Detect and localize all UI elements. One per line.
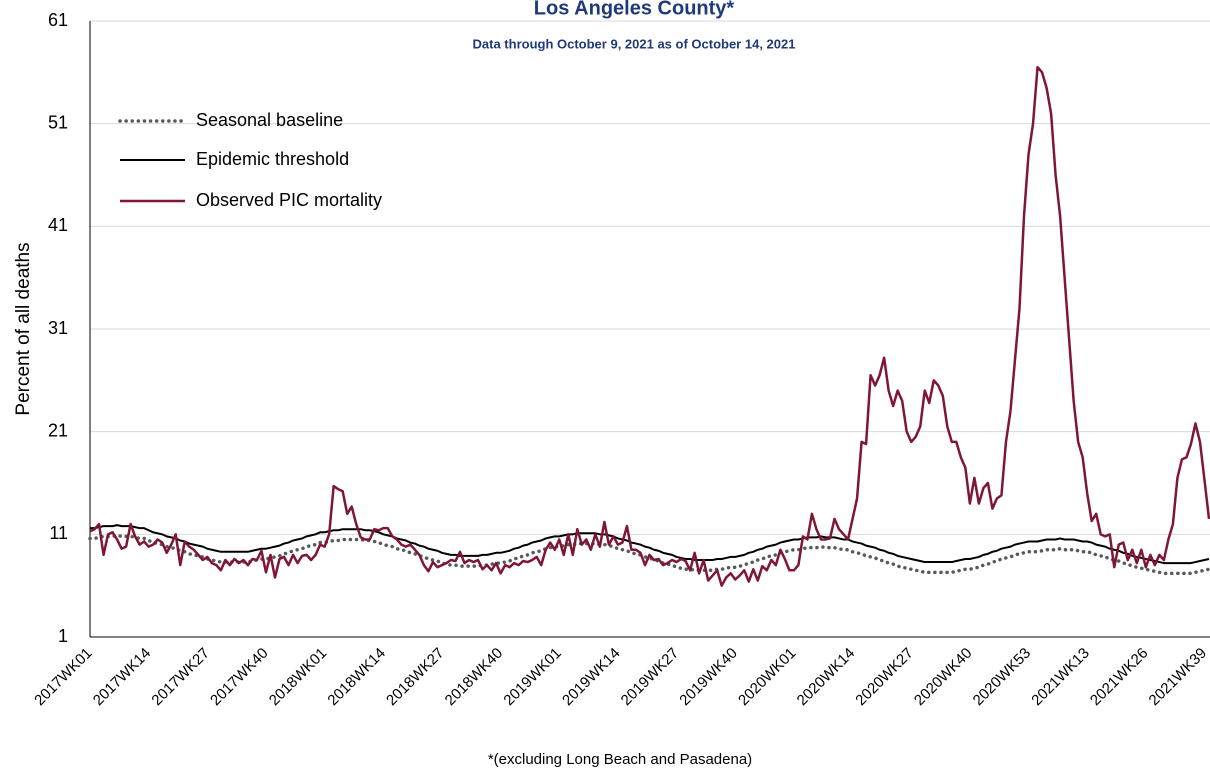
x-tick-label: 2017WK40 (207, 645, 272, 710)
x-tick-label: 2018WK14 (324, 645, 389, 710)
series-line (89, 65, 1210, 587)
y-tick-label: 21 (48, 420, 68, 440)
legend-label: Epidemic threshold (196, 149, 349, 169)
x-tick-label: 2021WK13 (1028, 645, 1093, 710)
legend-label: Seasonal baseline (196, 110, 343, 130)
x-tick-label: 2020WK53 (970, 645, 1035, 710)
x-tick-label: 2019WK40 (676, 645, 741, 710)
y-tick-label: 1 (58, 626, 68, 646)
y-tick-label: 41 (48, 215, 68, 235)
x-tick-label: 2018WK40 (442, 645, 507, 710)
y-tick-label: 51 (48, 112, 68, 132)
x-tick-label: 2017WK01 (31, 645, 96, 710)
chart-title: Los Angeles County* (534, 0, 735, 19)
x-tick-label: 2021WK26 (1087, 645, 1152, 710)
legend-label: Observed PIC mortality (196, 190, 382, 210)
y-tick-label: 11 (49, 523, 68, 543)
x-tick-label: 2020WK27 (852, 645, 917, 710)
y-axis-title: Percent of all deaths (13, 242, 34, 415)
series-line (90, 524, 1210, 565)
y-tick-label: 61 (48, 10, 68, 30)
x-tick-label: 2020WK01 (735, 645, 800, 710)
x-tick-label: 2019WK27 (618, 645, 683, 710)
x-tick-label: 2021WK39 (1146, 645, 1210, 710)
x-tick-label: 2020WK40 (911, 645, 976, 710)
series-line (88, 533, 1210, 576)
chart-subtitle: Data through October 9, 2021 as of Octob… (473, 36, 796, 51)
x-tick-label: 2020WK14 (794, 645, 859, 710)
x-tick-label: 2018WK01 (266, 645, 331, 710)
x-tick-label: 2017WK27 (148, 645, 213, 710)
x-tick-label: 2019WK01 (500, 645, 565, 710)
x-tick-label: 2019WK14 (559, 645, 624, 710)
x-tick-label: 2017WK14 (90, 645, 155, 710)
y-tick-label: 31 (48, 318, 68, 338)
footnote: *(excluding Long Beach and Pasadena) (488, 751, 752, 768)
x-tick-label: 2018WK27 (383, 645, 448, 710)
